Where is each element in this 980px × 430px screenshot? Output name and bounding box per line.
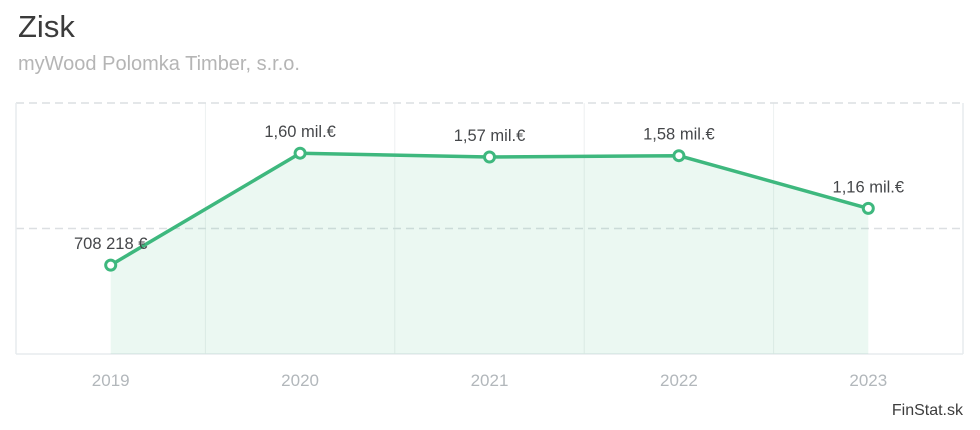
company-name: myWood Polomka Timber, s.r.o.	[18, 53, 300, 76]
x-axis-label-2021: 2021	[471, 371, 509, 390]
x-axis-label-2023: 2023	[849, 371, 887, 390]
data-point-label-2023: 1,16 mil.€	[833, 178, 905, 196]
x-axis-label-2020: 2020	[281, 371, 319, 390]
data-point-label-2022: 1,58 mil.€	[643, 126, 715, 144]
data-point-label-2020: 1,60 mil.€	[264, 123, 336, 141]
data-point-label-2019: 708 218 €	[74, 235, 147, 253]
finstat-watermark: FinStat.sk	[891, 402, 963, 419]
x-axis-label-2019: 2019	[92, 371, 130, 390]
data-point-marker-2021[interactable]	[483, 150, 496, 164]
page-title: Zisk	[18, 9, 75, 44]
data-point-label-2021: 1,57 mil.€	[454, 127, 526, 145]
data-point-marker-2020[interactable]	[293, 146, 307, 160]
chart-header: Zisk myWood Polomka Timber, s.r.o.	[18, 9, 300, 76]
data-point-marker-2022[interactable]	[672, 149, 686, 163]
x-axis-label-2022: 2022	[660, 371, 698, 390]
data-point-marker-2019[interactable]	[104, 258, 118, 272]
profit-area	[110, 153, 869, 354]
data-point-marker-2023[interactable]	[861, 201, 875, 215]
